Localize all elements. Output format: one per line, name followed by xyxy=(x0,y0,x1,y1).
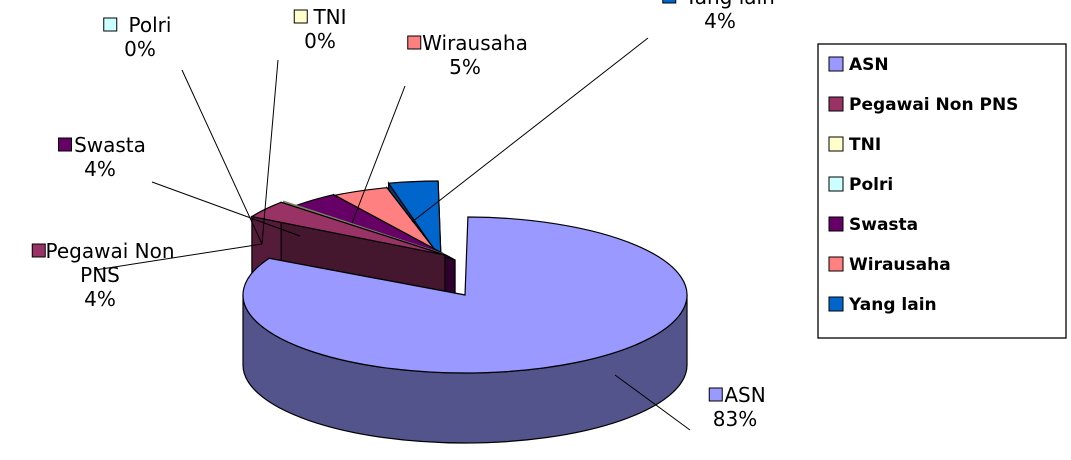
data-label-value-polri: 0% xyxy=(124,37,156,61)
pie-group xyxy=(242,180,688,444)
leader-line-wirausaha xyxy=(351,85,406,224)
legend-label-asn: ASN xyxy=(849,55,889,75)
data-label-value-tni: 0% xyxy=(304,29,336,53)
leader-line-yang-lain xyxy=(411,37,649,223)
legend-swatch-pegawai-non-pns xyxy=(828,96,844,112)
legend-swatch-tni xyxy=(828,136,844,152)
legend-swatch-wirausaha xyxy=(828,256,844,272)
legend-label-polri: Polri xyxy=(849,175,893,195)
legend: ASN Pegawai Non PNS TNI Polri Swasta Wirausah… xyxy=(817,43,1067,339)
data-label-swatch-pegawai-non-pns xyxy=(31,243,46,258)
pie-slice-top xyxy=(242,216,688,374)
leader-line-swasta xyxy=(151,181,301,237)
data-label-value-asn: 83% xyxy=(713,407,757,431)
data-label-name-pegawai-non-pns: PNS xyxy=(80,263,120,287)
data-label-name-tni: TNI xyxy=(312,5,346,29)
legend-swatch-yang-lain xyxy=(828,296,844,312)
legend-label-pegawai-non-pns: Pegawai Non PNS xyxy=(849,95,1018,115)
data-label-value-yang-lain: 4% xyxy=(704,9,736,33)
leader-line-tni xyxy=(261,59,279,245)
legend-item-swasta[interactable]: Swasta xyxy=(828,215,918,235)
data-label-value-pegawai-non-pns: 4% xyxy=(84,287,116,311)
legend-label-tni: TNI xyxy=(849,135,881,155)
pie-slice-asn[interactable] xyxy=(242,216,688,444)
data-label-swatch-swasta xyxy=(58,137,72,152)
legend-item-asn[interactable]: ASN xyxy=(828,55,889,75)
data-label-name-asn: ASN xyxy=(724,383,765,407)
data-label-swatch-tni xyxy=(293,9,308,24)
legend-swatch-swasta xyxy=(828,216,844,232)
legend-swatch-asn xyxy=(828,56,844,72)
data-label-name-polri: Polri xyxy=(129,13,172,37)
data-label-value-wirausaha: 5% xyxy=(449,55,481,79)
legend-box xyxy=(817,43,1067,339)
legend-item-pegawai-non-pns[interactable]: Pegawai Non PNS xyxy=(828,95,1018,115)
data-label-name-swasta: Swasta xyxy=(74,133,146,157)
leader-line-asn xyxy=(614,374,691,431)
data-label-yang-lain: Yang lain4% xyxy=(662,0,775,33)
legend-label-yang-lain: Yang lain xyxy=(848,295,937,315)
data-label-swatch-wirausaha xyxy=(407,35,422,50)
data-label-swatch-yang-lain xyxy=(662,0,677,4)
data-label-swatch-polri xyxy=(103,17,118,32)
legend-item-tni[interactable]: TNI xyxy=(828,135,881,155)
legend-label-swasta: Swasta xyxy=(849,215,918,235)
data-label-name-yang-lain: Yang lain xyxy=(684,0,775,9)
legend-item-yang-lain[interactable]: Yang lain xyxy=(828,295,937,315)
legend-item-polri[interactable]: Polri xyxy=(828,175,893,195)
legend-item-wirausaha[interactable]: Wirausaha xyxy=(828,255,951,275)
data-label-name-pegawai-non-pns: Pegawai Non xyxy=(45,239,174,263)
data-label-name-wirausaha: Wirausaha xyxy=(422,31,528,55)
legend-label-wirausaha: Wirausaha xyxy=(849,255,951,275)
leader-line-pegawai-non-pns xyxy=(94,243,263,271)
legend-swatch-polri xyxy=(828,176,844,192)
leader-line-polri xyxy=(181,69,263,245)
data-label-value-swasta: 4% xyxy=(84,157,116,181)
data-label-swatch-asn xyxy=(708,387,723,402)
